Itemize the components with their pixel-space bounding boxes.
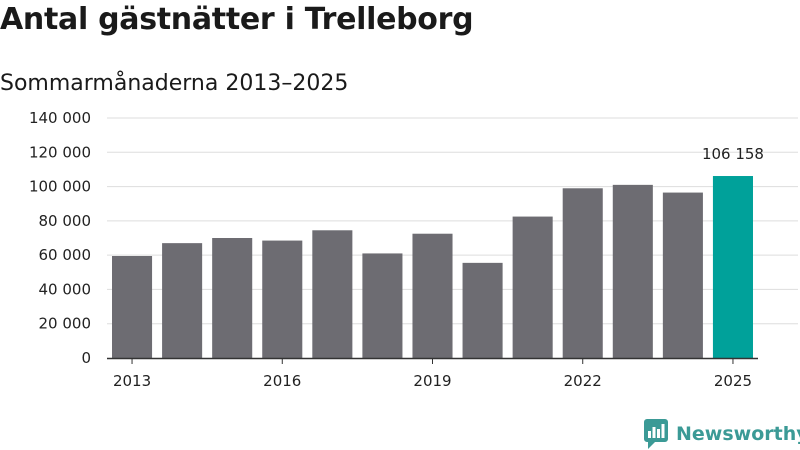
newsworthy-logo-icon — [644, 419, 668, 449]
bar-2015 — [212, 238, 253, 358]
y-tick-label: 120 000 — [29, 143, 91, 161]
brand-name: Newsworthy — [676, 423, 800, 445]
chart-subtitle: Sommarmånaderna 2013–2025 — [0, 71, 349, 96]
y-tick-label: 100 000 — [29, 178, 91, 196]
x-tick-label: 2013 — [113, 372, 151, 390]
bar-2018 — [362, 253, 403, 358]
y-tick-label: 80 000 — [39, 212, 92, 230]
value-label-2025: 106 158 — [702, 145, 764, 163]
bar-2025 — [712, 176, 753, 358]
brand-logo: Newsworthy — [644, 419, 800, 449]
x-tick-label: 2022 — [564, 372, 602, 390]
x-tick-label: 2016 — [263, 372, 301, 390]
bar-2020 — [462, 262, 503, 358]
bar-2016 — [262, 240, 303, 358]
x-tick-label: 2025 — [714, 372, 752, 390]
x-tick-label: 2019 — [413, 372, 451, 390]
bar-2021 — [512, 216, 553, 358]
chart-title: Antal gästnätter i Trelleborg — [0, 2, 474, 37]
bar-2017 — [312, 230, 353, 358]
y-tick-label: 60 000 — [39, 246, 92, 264]
y-tick-label: 140 000 — [29, 109, 91, 127]
bar-2013 — [112, 256, 153, 358]
bar-2023 — [612, 184, 653, 358]
y-tick-label: 0 — [81, 349, 91, 367]
bar-2019 — [412, 233, 453, 358]
y-tick-label: 20 000 — [39, 315, 92, 333]
bar-2014 — [162, 243, 203, 358]
bar-2022 — [562, 188, 603, 358]
bar-2024 — [662, 192, 703, 358]
y-tick-label: 40 000 — [39, 280, 92, 298]
